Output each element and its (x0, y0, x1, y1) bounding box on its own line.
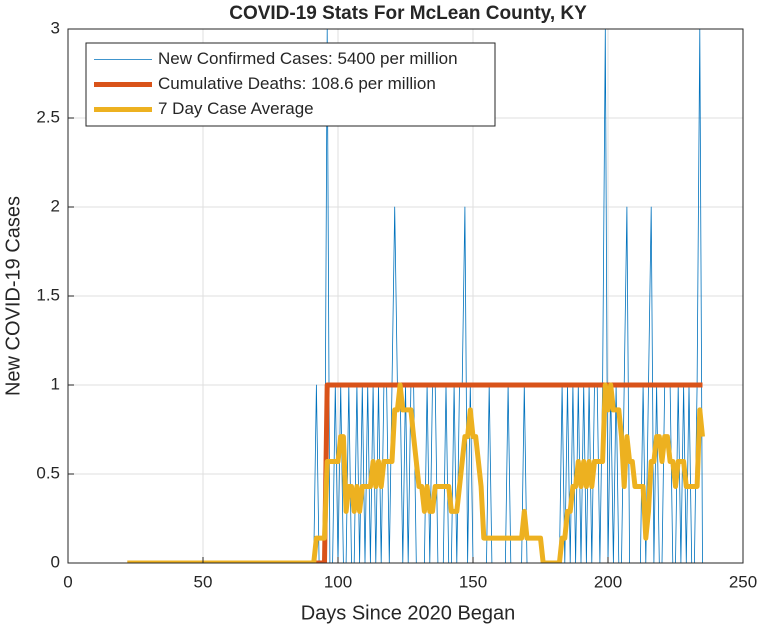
y-tick-label: 0 (51, 552, 60, 571)
y-tick-label: 3 (51, 18, 60, 37)
x-tick-label: 200 (594, 572, 622, 591)
legend-label: New Confirmed Cases: 5400 per million (158, 49, 458, 68)
y-tick-label: 1.5 (36, 285, 60, 304)
y-tick-label: 2 (51, 196, 60, 215)
x-tick-label: 150 (459, 572, 487, 591)
x-tick-label: 250 (729, 572, 757, 591)
y-tick-label: 0.5 (36, 463, 60, 482)
series-line (127, 382, 705, 563)
x-tick-label: 0 (63, 572, 72, 591)
y-axis-label: New COVID-19 Cases (2, 196, 24, 396)
chart-title: COVID-19 Stats For McLean County, KY (229, 3, 587, 24)
legend-label: 7 Day Case Average (158, 99, 314, 118)
series-line (127, 29, 703, 563)
legend: New Confirmed Cases: 5400 per million Cum… (85, 42, 496, 127)
x-tick-label: 100 (324, 572, 352, 591)
y-tick-label: 1 (51, 374, 60, 393)
y-tick-label: 2.5 (36, 107, 60, 126)
x-axis-label: Days Since 2020 Began (301, 602, 516, 624)
series-lines (127, 29, 705, 563)
x-tick-label: 50 (194, 572, 213, 591)
legend-box (85, 42, 496, 127)
ticks: 0 50 100 150 200 250 0 0.5 1 1.5 2 2.5 3 (36, 18, 757, 591)
legend-label: Cumulative Deaths: 108.6 per million (158, 74, 436, 93)
